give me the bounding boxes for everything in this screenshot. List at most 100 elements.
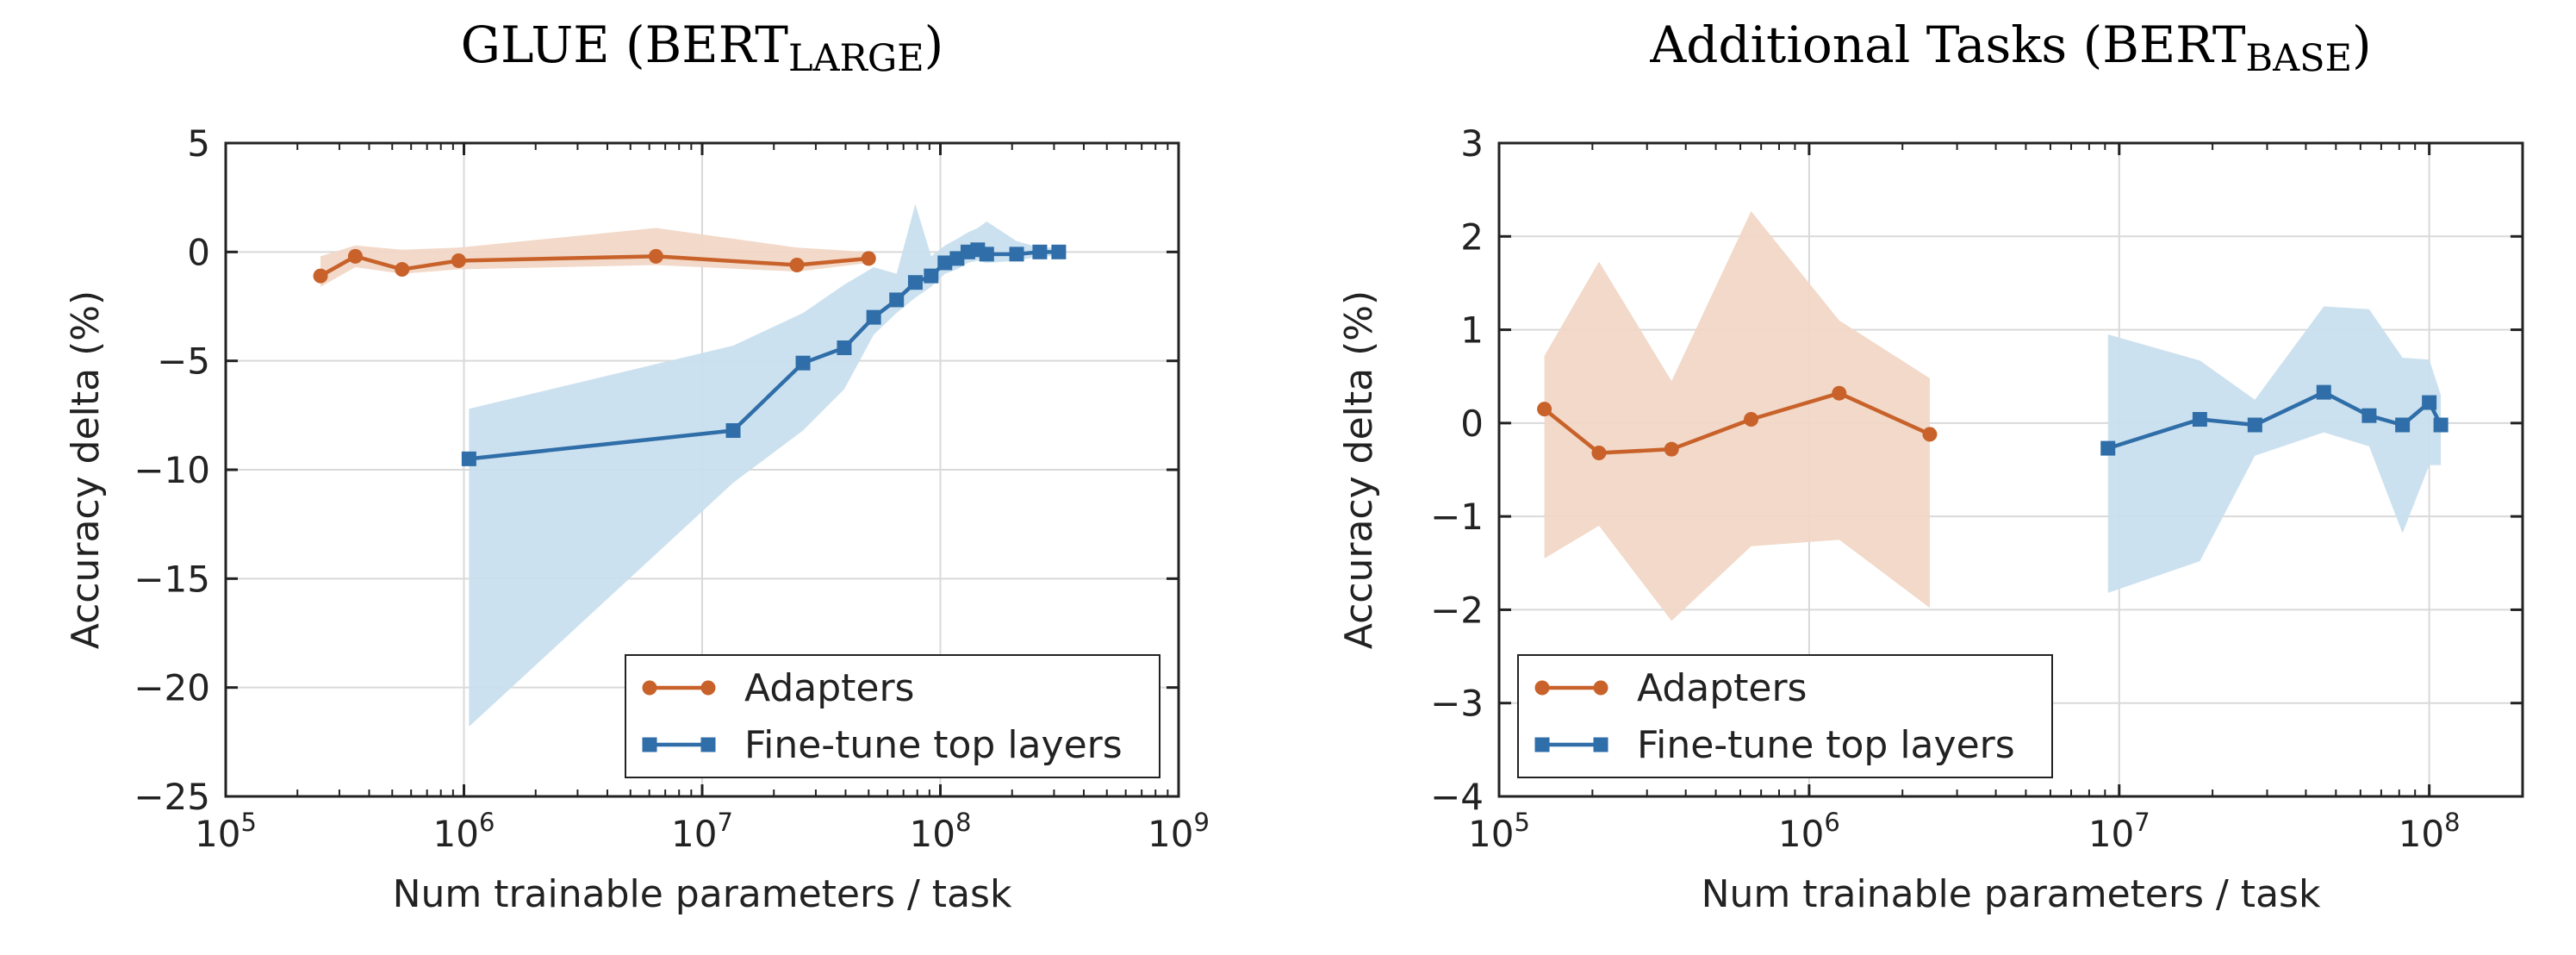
chart-panel-1: GLUE (BERTLARGE)105 106 107 108 10950−5−10−1… bbox=[64, 16, 1210, 916]
data-point-adapters bbox=[1664, 442, 1679, 457]
x-tick-exponent: 6 bbox=[1824, 808, 1839, 837]
data-point-finetune bbox=[1010, 247, 1024, 261]
x-tick-label: 108 bbox=[2399, 808, 2461, 855]
chart-title-suffix: ) bbox=[2352, 16, 2372, 74]
y-tick-label: −5 bbox=[157, 340, 210, 383]
data-point-adapters bbox=[314, 269, 328, 284]
data-point-adapters bbox=[790, 258, 805, 272]
data-point-adapters bbox=[1537, 402, 1552, 416]
y-tick-label: −10 bbox=[134, 449, 210, 491]
x-tick-exponent: 5 bbox=[1515, 808, 1530, 837]
x-tick-exponent: 9 bbox=[1194, 808, 1210, 837]
legend-marker-finetune bbox=[1594, 738, 1608, 752]
series-band-finetune bbox=[469, 204, 1059, 727]
y-tick-label: 2 bbox=[1460, 215, 1484, 258]
data-point-adapters bbox=[649, 249, 663, 264]
data-point-finetune bbox=[908, 275, 923, 290]
x-tick-exponent: 8 bbox=[2444, 808, 2460, 837]
data-point-finetune bbox=[2193, 412, 2207, 427]
data-point-finetune bbox=[726, 423, 741, 438]
data-point-finetune bbox=[796, 356, 811, 371]
series-band-adapters bbox=[1545, 211, 1930, 621]
x-tick-exponent: 8 bbox=[955, 808, 971, 837]
x-tick-label: 107 bbox=[2088, 808, 2150, 855]
y-tick-label: −3 bbox=[1430, 683, 1484, 725]
legend-marker-finetune bbox=[1535, 738, 1550, 752]
x-tick-label: 109 bbox=[1148, 808, 1210, 855]
x-tick-label: 106 bbox=[1778, 808, 1840, 855]
x-tick-exponent: 6 bbox=[479, 808, 495, 837]
x-tick-label: 106 bbox=[433, 808, 495, 855]
data-point-adapters bbox=[1832, 386, 1846, 401]
y-tick-label: −1 bbox=[1430, 496, 1484, 538]
chart-title: GLUE (BERTLARGE) bbox=[461, 16, 944, 80]
data-point-finetune bbox=[2434, 418, 2448, 433]
legend-marker-finetune bbox=[643, 738, 657, 752]
chart-panel-2: Additional Tasks (BERTBASE)105 106 107 1083… bbox=[1337, 16, 2523, 916]
data-point-adapters bbox=[1591, 446, 1606, 460]
y-tick-label: −2 bbox=[1430, 589, 1484, 631]
y-tick-label: 1 bbox=[1460, 309, 1484, 352]
x-tick-base: 10 bbox=[1778, 813, 1824, 855]
x-tick-label: 108 bbox=[910, 808, 972, 855]
data-point-adapters bbox=[1922, 427, 1937, 441]
x-tick-base: 10 bbox=[910, 813, 955, 855]
x-tick-exponent: 5 bbox=[241, 808, 257, 837]
legend-marker-adapters bbox=[643, 681, 657, 696]
legend-marker-adapters bbox=[701, 681, 716, 696]
y-tick-label: 0 bbox=[187, 231, 210, 273]
data-point-adapters bbox=[348, 249, 363, 264]
series-band-finetune bbox=[2108, 307, 2441, 593]
legend-label-adapters: Adapters bbox=[1637, 666, 1807, 710]
x-axis-label: Num trainable parameters / task bbox=[1702, 872, 2321, 916]
data-point-finetune bbox=[2422, 396, 2436, 410]
chart-title-subscript: LARGE bbox=[788, 37, 924, 80]
x-tick-base: 10 bbox=[671, 813, 717, 855]
x-tick-base: 10 bbox=[1468, 813, 1514, 855]
legend-marker-finetune bbox=[701, 738, 716, 752]
data-point-finetune bbox=[980, 247, 994, 261]
chart-title-main: GLUE (BERT bbox=[461, 16, 789, 74]
x-tick-exponent: 7 bbox=[718, 808, 733, 837]
data-point-finetune bbox=[1032, 245, 1047, 259]
x-tick-base: 10 bbox=[2399, 813, 2444, 855]
y-tick-label: 0 bbox=[1460, 403, 1484, 445]
data-point-finetune bbox=[2100, 441, 2115, 456]
data-point-adapters bbox=[451, 253, 466, 268]
data-point-finetune bbox=[2395, 418, 2410, 433]
y-axis-label: Accuracy delta (%) bbox=[64, 290, 108, 649]
data-point-finetune bbox=[889, 292, 904, 307]
x-tick-exponent: 7 bbox=[2134, 808, 2150, 837]
legend: Adapters Fine-tune top layers bbox=[625, 655, 1160, 777]
x-axis-label: Num trainable parameters / task bbox=[393, 872, 1012, 916]
x-tick-label: 107 bbox=[671, 808, 733, 855]
x-tick-base: 10 bbox=[1148, 813, 1193, 855]
y-tick-label: −25 bbox=[134, 776, 210, 818]
data-point-finetune bbox=[2361, 409, 2376, 423]
legend-label-finetune: Fine-tune top layers bbox=[744, 723, 1123, 767]
chart-title-subscript: BASE bbox=[2246, 37, 2353, 80]
data-point-adapters bbox=[395, 262, 409, 277]
y-axis-label: Accuracy delta (%) bbox=[1337, 290, 1381, 649]
chart-title: Additional Tasks (BERTBASE) bbox=[1649, 16, 2371, 80]
x-tick-base: 10 bbox=[433, 813, 479, 855]
data-point-finetune bbox=[2248, 418, 2262, 433]
x-tick-base: 10 bbox=[2088, 813, 2134, 855]
data-point-adapters bbox=[862, 251, 876, 265]
legend: Adapters Fine-tune top layers bbox=[1518, 655, 2052, 777]
data-point-finetune bbox=[867, 310, 881, 325]
y-tick-label: 5 bbox=[187, 122, 210, 165]
y-tick-label: −20 bbox=[134, 667, 210, 709]
data-point-finetune bbox=[924, 269, 938, 284]
y-tick-label: −15 bbox=[134, 558, 210, 600]
chart-title-suffix: ) bbox=[924, 16, 944, 74]
legend-marker-adapters bbox=[1535, 681, 1550, 696]
data-point-adapters bbox=[1744, 412, 1758, 427]
data-point-finetune bbox=[1051, 245, 1066, 259]
data-point-finetune bbox=[2317, 385, 2331, 400]
legend-label-finetune: Fine-tune top layers bbox=[1637, 723, 2015, 767]
data-point-finetune bbox=[837, 340, 851, 355]
y-tick-label: −4 bbox=[1430, 776, 1484, 818]
chart-title-main: Additional Tasks (BERT bbox=[1649, 16, 2246, 74]
